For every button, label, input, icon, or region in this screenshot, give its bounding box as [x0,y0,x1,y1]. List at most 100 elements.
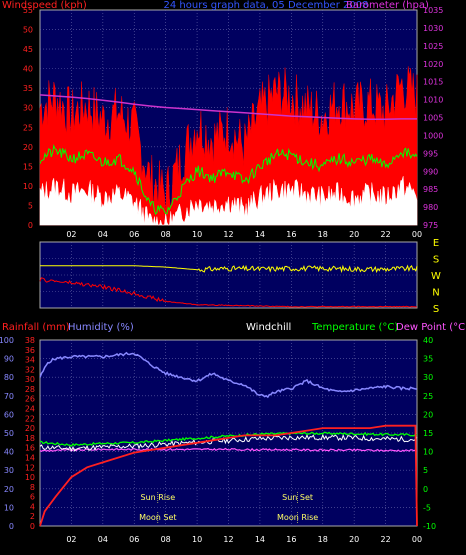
windspeed-tick-label: 20 [23,143,33,152]
barometer-tick-label: 1035 [423,6,443,15]
wind-x-tick-label: 16 [286,230,296,239]
rainfall-tick-label: 10 [25,473,35,482]
wind-direction-line [40,264,418,274]
rainfall-axis-label: Rainfall (mm) [2,322,70,333]
temperature-x-tick-label: 04 [98,535,108,544]
temperature-tick-label: 15 [423,429,433,438]
rainfall-line [39,424,418,527]
barometer-tick-label: 1030 [423,24,443,33]
windspeed-tick-label: 0 [28,221,33,230]
dewpoint-line [39,447,418,453]
barometer-tick-label: 1020 [423,60,443,69]
rainfall-tick-label: 34 [25,356,35,365]
dewpoint-axis-label: Dew Point (°C) [396,322,466,333]
windspeed-tick-label: 30 [23,104,33,113]
windspeed-tick-label: 25 [23,123,33,132]
temperature-tick-label: -5 [423,503,431,512]
compass-tick-label: N [432,288,439,299]
temperature-x-tick-label: 20 [349,535,359,544]
astronomy-label: Moon Rise [277,513,318,522]
temperature-x-tick-label: 14 [255,535,265,544]
windspeed-tick-label: 55 [23,6,33,15]
barometer-tick-label: 990 [423,167,438,176]
humidity-line [39,351,418,399]
windspeed-axis-label: Windspeed (kph) [2,0,87,11]
temperature-tick-label: 20 [423,410,433,419]
barometer-tick-label: 1010 [423,96,443,105]
astronomy-annotations: Sun Rise Moon Set Sun Set Moon Rise [139,492,318,524]
rainfall-tick-label: 18 [25,434,35,443]
rainfall-tick-label: 8 [30,483,35,492]
speed-area [39,176,418,226]
wind-x-ticks: 02 04 06 08 10 12 14 16 18 20 22 00 [66,230,422,239]
temperature-tick-label: -10 [423,522,436,531]
barometer-tick-label: 975 [423,221,438,230]
rainfall-tick-label: 24 [25,405,35,414]
temperature-x-tick-label: 16 [286,535,296,544]
temperature-tick-label: 5 [423,466,428,475]
temperature-axis-label: Temperature (°C) [311,322,398,333]
windchill-label: Windchill [246,322,291,333]
rainfall-tick-label: 16 [25,444,35,453]
barometer-axis-label: Barometer (hpa) [346,0,429,11]
humidity-tick-label: 90 [4,355,14,364]
rainfall-tick-label: 30 [25,375,35,384]
wind-x-tick-label: 06 [129,230,139,239]
chart-title: 24 hours graph data, 05 December 2008 [164,0,369,11]
rainfall-tick-label: 26 [25,395,35,404]
windspeed-tick-label: 50 [23,26,33,35]
humidity-tick-label: 40 [4,448,14,457]
barometer-tick-label: 1000 [423,131,443,140]
rainfall-tick-label: 2 [30,512,35,521]
rainfall-tick-label: 12 [25,463,35,472]
wind-x-tick-label: 10 [192,230,202,239]
windchill-line [39,433,418,452]
barometer-tick-label: 1005 [423,114,443,123]
rainfall-tick-label: 32 [25,365,35,374]
wind-x-tick-label: 04 [98,230,108,239]
rainfall-tick-label: 20 [25,424,35,433]
barometer-tick-label: 1015 [423,78,443,87]
barometer-tick-label: 980 [423,203,438,212]
wind-x-tick-label: 08 [161,230,171,239]
average-line [39,144,418,215]
humidity-tick-label: 10 [4,503,14,512]
compass-tick-label: W [431,271,441,282]
barometer-tick-label: 995 [423,149,438,158]
windspeed-tick-label: 10 [23,182,33,191]
temperature-x-tick-label: 22 [380,535,390,544]
humidity-tick-label: 20 [4,485,14,494]
temperature-series [39,351,418,527]
wind-x-tick-label: 22 [380,230,390,239]
temperature-tick-label: 10 [423,448,433,457]
rainfall-tick-label: 6 [30,493,35,502]
wind-x-tick-label: 12 [223,230,233,239]
wind-strength-line [39,277,418,308]
temperature-x-tick-label: 02 [66,535,76,544]
direction-series [39,264,418,308]
rainfall-tick-label: 0 [30,522,35,531]
gust-area [39,66,418,226]
temperature-x-tick-label: 08 [161,535,171,544]
wind-x-tick-label: 02 [66,230,76,239]
humidity-tick-label: 70 [4,392,14,401]
temperature-line [39,431,418,447]
windspeed-tick-label: 45 [23,45,33,54]
barometer-right-ticks: 975 980 985 990 995 1000 1005 1010 1015 1020 1025 1… [423,6,443,230]
rainfall-tick-label: 28 [25,385,35,394]
humidity-tick-label: 100 [0,336,14,345]
wind-x-tick-label: 20 [349,230,359,239]
windspeed-tick-label: 5 [28,201,33,210]
humidity-tick-label: 60 [4,410,14,419]
wind-x-tick-label: 00 [412,230,422,239]
temperature-tick-label: 35 [423,355,433,364]
astronomy-label: Moon Set [139,513,176,522]
temperature-tick-label: 40 [423,336,433,345]
humidity-tick-label: 80 [4,373,14,382]
temperature-panel: Rainfall (mm) Humidity (%) Windchill Tem… [0,322,466,544]
temperature-tick-label: 30 [423,373,433,382]
